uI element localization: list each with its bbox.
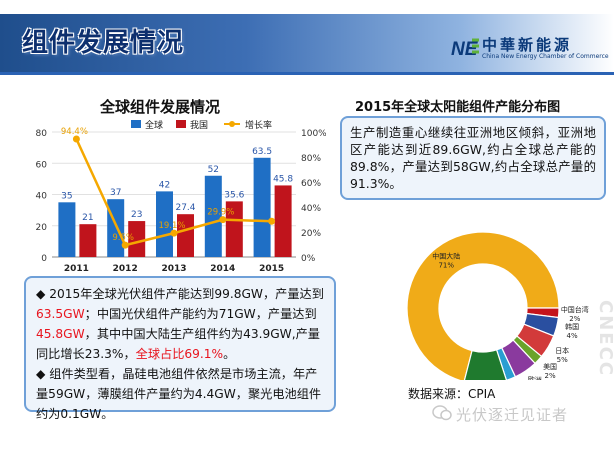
bar-line-chart: 0 20 40 60 80 0% 20% 40% 60% 80% 100% 35 21 2011 37 23 2…: [36, 119, 326, 274]
bar-data-label: 37: [110, 188, 121, 198]
slice-percent: 71%: [438, 262, 454, 270]
donut-slice: [406, 231, 560, 380]
y-left-tick-label: 80: [36, 129, 48, 139]
bar-data-label: 27.4: [175, 203, 195, 213]
growth-data-label: 29.9%: [207, 208, 234, 218]
bar-china: [274, 185, 292, 257]
legend-label: 增长率: [245, 119, 272, 131]
watermark-text: 光伏逐迁见证者: [456, 406, 569, 424]
bar-global: [204, 175, 222, 257]
bullet-text: ；中国光伏组件产能约为71GW，产量达到: [84, 307, 317, 321]
bar-global: [156, 191, 173, 257]
logo-chinese-text: 中華新能源: [482, 36, 573, 54]
y-right-tick-label: 80%: [301, 154, 321, 164]
y-right-tick-label: 100%: [301, 129, 326, 139]
growth-point: [268, 217, 276, 225]
bar-data-label: 21: [82, 213, 93, 223]
legend-marker: [229, 121, 235, 127]
slice-percent: 2%: [545, 372, 556, 380]
logo-mark-text: NE: [451, 39, 479, 60]
growth-data-label: 94.4%: [61, 127, 88, 137]
growth-data-label: 9.5%: [112, 233, 134, 243]
bullet-text: ◆ 2015年全球光伏组件产能达到99.8GW，产量达到: [36, 287, 324, 301]
bar-china: [177, 214, 194, 257]
bar-data-label: 23: [131, 210, 142, 220]
bullet-text: ◆ 组件类型看，晶硅电池组件依然是市场主流，年产量59GW，薄膜组件产量约为4.…: [36, 367, 322, 421]
bar-data-label: 42: [159, 180, 170, 190]
growth-data-label: 19.1%: [158, 221, 185, 231]
left-panel-title: 全球组件发展情况: [100, 98, 221, 116]
growth-point: [121, 241, 129, 249]
bar-china: [79, 224, 97, 257]
slice-percent: 5%: [557, 356, 568, 364]
slice-label: 日本: [555, 346, 569, 355]
y-left-tick-label: 40: [36, 192, 48, 202]
summary-bullet: ◆ 2015年全球光伏组件产能达到99.8GW，产量达到 63.5GW；中国光伏组…: [36, 284, 324, 364]
legend-label: 我国: [190, 120, 208, 131]
summary-bullet: ◆ 组件类型看，晶硅电池组件依然是市场主流，年产量59GW，薄膜组件产量约为4.…: [36, 364, 324, 424]
highlight-text: 45.8GW: [36, 327, 85, 341]
growth-point: [72, 135, 80, 143]
side-watermark: CNECC: [595, 300, 614, 377]
legend-label: 全球: [145, 119, 163, 131]
bullet-text: 。: [223, 347, 236, 361]
x-tick-label: 2014: [210, 264, 235, 274]
right-panel-title: 2015年全球太阳能组件产能分布图: [355, 100, 561, 115]
bar-data-label: 35: [61, 191, 72, 201]
asia-capacity-note: 生产制造重心继续往亚洲地区倾斜，亚洲地区产能达到近89.6GW,约占全球总产能的…: [340, 116, 606, 200]
header-band: [0, 14, 614, 72]
slice-label: 中国台湾: [561, 305, 589, 314]
bar-global: [107, 199, 125, 257]
bar-data-label: 52: [208, 165, 219, 175]
bar-china: [128, 221, 146, 257]
wechat-icon: [432, 405, 452, 421]
highlight-text: 63.5GW: [36, 307, 85, 321]
y-right-tick-label: 60%: [301, 179, 321, 189]
legend-swatch: [176, 120, 186, 128]
y-right-tick-label: 0%: [301, 254, 316, 264]
bar-china: [225, 201, 243, 257]
header-divider: [0, 72, 614, 75]
y-left-tick-label: 60: [36, 160, 48, 170]
logo-english-text: China New Energy Chamber of Commerce: [482, 53, 609, 60]
slice-percent: 4%: [567, 332, 578, 340]
slice-label: 中国大陆: [432, 252, 460, 261]
x-tick-label: 2013: [161, 264, 186, 274]
bar-data-label: 35.6: [224, 190, 244, 200]
slice-label: 美国: [543, 362, 557, 371]
bullet-text: ，其中中国大陆生产组件约为43.9GW,产量同比增长23.3%，: [36, 327, 320, 361]
bar-data-label: 45.8: [273, 174, 293, 184]
highlight-text: 全球占比69.1%: [135, 347, 224, 361]
slice-label: 欧洲: [528, 375, 542, 380]
y-left-tick-label: 0: [41, 254, 47, 264]
page-title: 组件发展情况: [22, 28, 185, 58]
y-right-tick-label: 40%: [301, 204, 321, 214]
slice-percent: 2%: [569, 315, 580, 323]
growth-point: [170, 229, 178, 237]
x-tick-label: 2015: [259, 264, 284, 274]
bar-global: [253, 157, 271, 257]
bar-data-label: 63.5: [252, 147, 272, 157]
bar-global: [58, 202, 76, 257]
asia-capacity-text: 生产制造重心继续往亚洲地区倾斜，亚洲地区产能达到近89.6GW,约占全球总产能的…: [350, 125, 596, 191]
logo: NE 中華新能源 China New Energy Chamber of Com…: [450, 34, 609, 66]
data-source: 数据来源：CPIA: [408, 387, 496, 401]
donut-slice: [463, 349, 508, 380]
logo-mark-icon: NE: [451, 38, 479, 60]
x-tick-label: 2012: [113, 264, 138, 274]
y-left-tick-label: 20: [36, 223, 48, 233]
growth-point: [219, 216, 227, 224]
slice-label: 韩国: [565, 322, 579, 331]
x-tick-label: 2011: [64, 264, 89, 274]
module-summary-box: ◆ 2015年全球光伏组件产能达到99.8GW，产量达到 63.5GW；中国光伏组…: [24, 276, 336, 421]
legend-swatch: [131, 120, 141, 128]
y-right-tick-label: 20%: [301, 229, 321, 239]
